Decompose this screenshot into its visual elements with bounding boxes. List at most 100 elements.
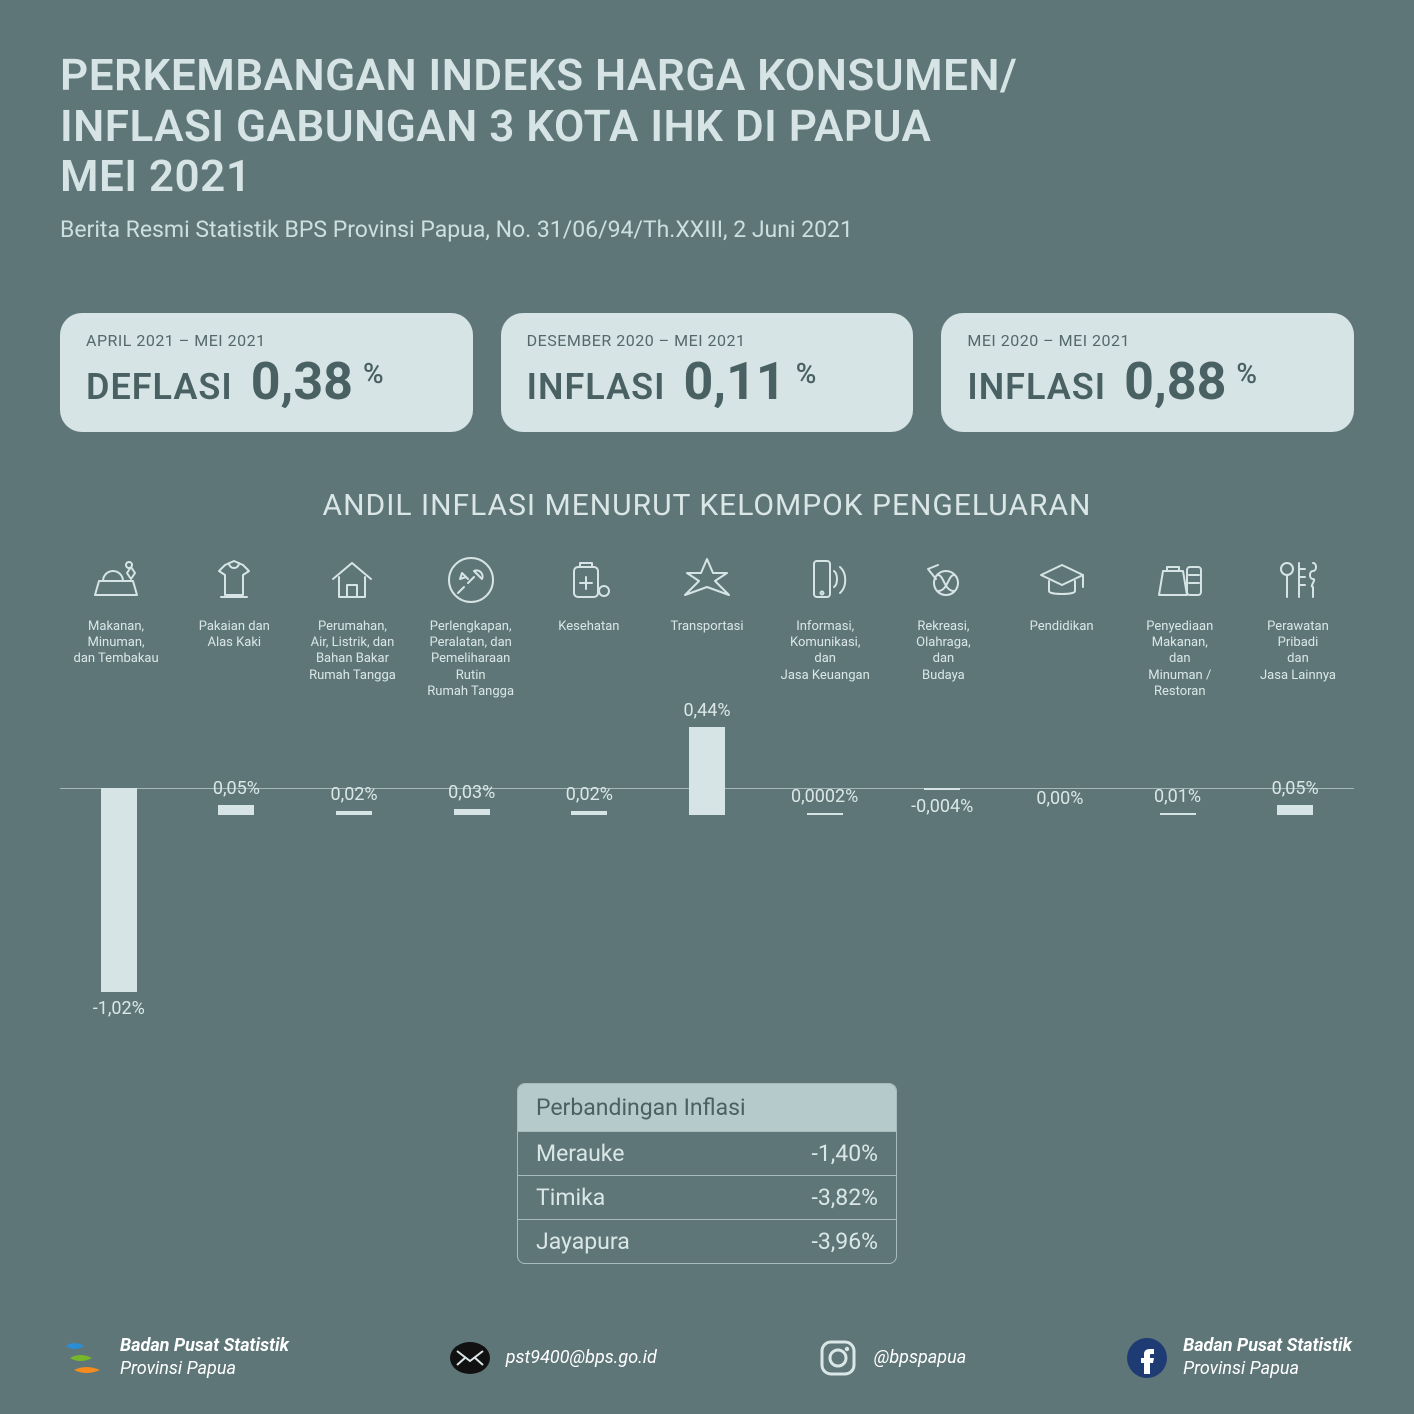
city-value: -3,82%: [811, 1184, 878, 1211]
bar-rect: [924, 788, 960, 790]
bar-rect: [218, 805, 254, 815]
footer-instagram: @bpspapua: [816, 1336, 967, 1380]
category-clothing: Pakaian danAlas Kaki: [178, 551, 290, 700]
bar-label: 0,02%: [566, 784, 613, 805]
footer-email: pst9400@bps.go.id: [448, 1336, 657, 1380]
bar-8: 0,00%: [1001, 788, 1119, 815]
city-value: -3,96%: [811, 1228, 878, 1255]
page-title: PERKEMBANGAN INDEKS HARGA KONSUMEN/ INFL…: [60, 50, 1354, 202]
category-label: Pakaian danAlas Kaki: [199, 619, 270, 687]
category-restaurant: PenyediaanMakanan,danMinuman /Restoran: [1124, 551, 1236, 700]
city-name: Jayapura: [536, 1228, 630, 1255]
bar-5: 0,44%: [648, 700, 766, 815]
care-icon: [1269, 551, 1327, 609]
category-label: Perlengkapan,Peralatan, danPemeliharaanR…: [427, 619, 514, 700]
category-care: PerawatanPribadidanJasa Lainnya: [1242, 551, 1354, 700]
comparison-table: Perbandingan Inflasi Merauke -1,40% Timika…: [517, 1083, 897, 1264]
restaurant-icon: [1151, 551, 1209, 609]
category-recreation: Rekreasi,Olahraga,danBudaya: [887, 551, 999, 700]
category-food: Makanan,Minuman,dan Tembakau: [60, 551, 172, 700]
bar-label: 0,02%: [331, 784, 378, 805]
category-phone: Informasi,Komunikasi,danJasa Keuangan: [769, 551, 881, 700]
category-label: Pendidikan: [1030, 619, 1094, 687]
bar-6: 0,0002%: [766, 786, 884, 815]
card-inflasi-des: DESEMBER 2020 – MEI 2021 INFLASI 0,11 %: [501, 313, 914, 432]
bar-2: 0,02%: [295, 784, 413, 815]
category-label: Perumahan,Air, Listrik, danBahan BakarRu…: [309, 619, 396, 687]
recreation-icon: [914, 551, 972, 609]
bar-label: 0,01%: [1154, 786, 1201, 807]
bar-label: 0,05%: [1272, 778, 1319, 799]
food-icon: [87, 551, 145, 609]
bar-label: -0,004%: [911, 796, 973, 817]
org-sub: Provinsi Papua: [1183, 1358, 1299, 1379]
category-transport: Transportasi: [651, 551, 763, 700]
education-icon: [1033, 551, 1091, 609]
card-deflasi: APRIL 2021 – MEI 2021 DEFLASI 0,38 %: [60, 313, 473, 432]
category-tools: Perlengkapan,Peralatan, danPemeliharaanR…: [415, 551, 527, 700]
bar-rect: [336, 811, 372, 815]
bps-logo-icon: [62, 1336, 106, 1380]
card-period: MEI 2020 – MEI 2021: [967, 331, 1328, 350]
tools-icon: [442, 551, 500, 609]
bar-rect: [571, 811, 607, 815]
comparison-header: Perbandingan Inflasi: [518, 1084, 896, 1131]
facebook-icon: [1125, 1336, 1169, 1380]
category-house: Perumahan,Air, Listrik, danBahan BakarRu…: [296, 551, 408, 700]
bar-label: -1,02%: [93, 998, 145, 1019]
footer-org-right: Badan Pusat Statistik Provinsi Papua: [1125, 1335, 1352, 1380]
transport-icon: [678, 551, 736, 609]
bar-label: 0,44%: [683, 700, 730, 721]
bar-rect: [689, 727, 725, 815]
category-label: Rekreasi,Olahraga,danBudaya: [916, 619, 971, 687]
card-period: DESEMBER 2020 – MEI 2021: [527, 331, 888, 350]
health-icon: [560, 551, 618, 609]
clothing-icon: [205, 551, 263, 609]
category-label: Kesehatan: [558, 619, 619, 687]
card-pct: %: [363, 357, 384, 390]
bar-label: 0,05%: [213, 778, 260, 799]
card-label: INFLASI: [527, 366, 666, 408]
card-period: APRIL 2021 – MEI 2021: [86, 331, 447, 350]
category-health: Kesehatan: [533, 551, 645, 700]
comparison-row: Timika -3,82%: [518, 1175, 896, 1219]
comparison-row: Jayapura -3,96%: [518, 1219, 896, 1263]
category-label: PenyediaanMakanan,danMinuman /Restoran: [1146, 619, 1213, 700]
org-name: Badan Pusat Statistik: [1183, 1335, 1352, 1356]
instagram-text: @bpspapua: [874, 1347, 967, 1368]
footer-org-left: Badan Pusat Statistik Provinsi Papua: [62, 1335, 289, 1380]
city-name: Merauke: [536, 1140, 624, 1167]
card-inflasi-mei: MEI 2020 – MEI 2021 INFLASI 0,88 %: [941, 313, 1354, 432]
page-subtitle: Berita Resmi Statistik BPS Provinsi Papu…: [60, 216, 1354, 243]
city-value: -1,40%: [811, 1140, 878, 1167]
card-value: 0,38: [251, 356, 353, 408]
bar-1: 0,05%: [178, 778, 296, 815]
bar-3: 0,03%: [413, 782, 531, 815]
section-title: ANDIL INFLASI MENURUT KELOMPOK PENGELUAR…: [60, 488, 1354, 523]
email-text: pst9400@bps.go.id: [506, 1347, 657, 1368]
bar-10: 0,05%: [1236, 778, 1354, 815]
card-label: INFLASI: [967, 366, 1106, 408]
bar-label: 0,03%: [448, 782, 495, 803]
house-icon: [323, 551, 381, 609]
category-label: Makanan,Minuman,dan Tembakau: [74, 619, 159, 687]
summary-cards: APRIL 2021 – MEI 2021 DEFLASI 0,38 % DES…: [60, 313, 1354, 432]
card-pct: %: [1236, 357, 1257, 390]
bar-4: 0,02%: [531, 784, 649, 815]
category-label: Informasi,Komunikasi,danJasa Keuangan: [781, 619, 870, 687]
bar-0: -1,02%: [60, 788, 178, 1019]
footer: Badan Pusat Statistik Provinsi Papua pst…: [0, 1335, 1414, 1380]
instagram-icon: [816, 1336, 860, 1380]
org-name: Badan Pusat Statistik: [120, 1335, 289, 1356]
bar-rect: [101, 788, 137, 992]
card-label: DEFLASI: [86, 366, 233, 408]
city-name: Timika: [536, 1184, 605, 1211]
card-value: 0,11: [683, 356, 785, 408]
category-label: Transportasi: [671, 619, 744, 687]
bar-rect: [1160, 813, 1196, 815]
category-label: PerawatanPribadidanJasa Lainnya: [1260, 619, 1336, 687]
comparison-row: Merauke -1,40%: [518, 1131, 896, 1175]
org-sub: Provinsi Papua: [120, 1358, 236, 1379]
bar-7: -0,004%: [883, 788, 1001, 817]
bar-rect: [1277, 805, 1313, 815]
